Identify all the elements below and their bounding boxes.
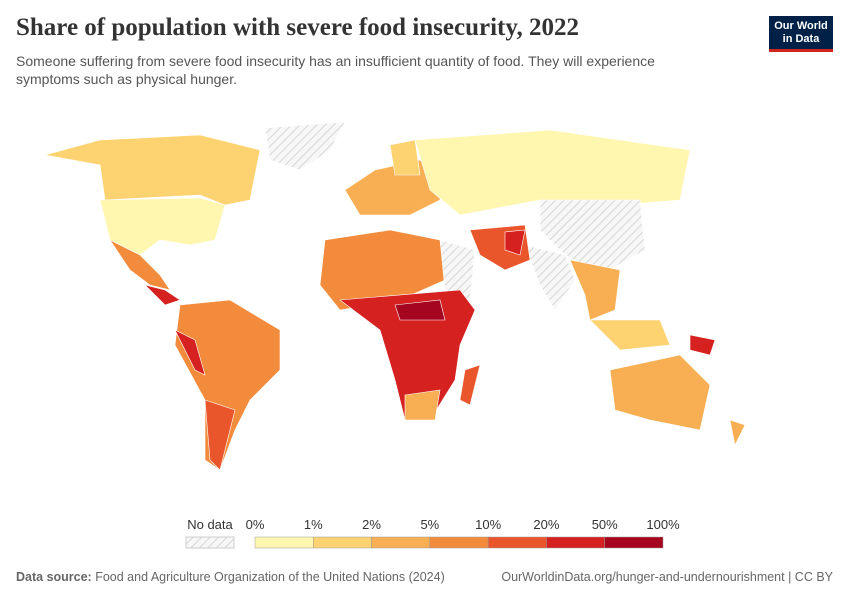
logo[interactable]: Our World in Data xyxy=(769,16,833,52)
legend-swatch xyxy=(313,536,372,549)
countries xyxy=(44,121,746,471)
logo-line: in Data xyxy=(782,33,820,45)
legend-swatch xyxy=(254,536,314,549)
legend-label: 10% xyxy=(475,517,501,532)
source-label: Data source: xyxy=(16,570,92,584)
legend-swatch xyxy=(604,536,664,549)
legend-no-data-swatch xyxy=(185,536,235,549)
source-text: Food and Agriculture Organization of the… xyxy=(95,570,445,584)
legend-label: 50% xyxy=(592,517,618,532)
legend-label: 20% xyxy=(533,517,559,532)
legend-swatch xyxy=(546,536,605,549)
subtitle: Someone suffering from severe food insec… xyxy=(16,53,655,87)
title: Share of population with severe food ins… xyxy=(16,14,579,41)
legend-label: 1% xyxy=(304,517,323,532)
source: Data source: Food and Agriculture Organi… xyxy=(16,570,445,584)
legend-swatch xyxy=(429,536,489,549)
legend-no-data-label: No data xyxy=(187,517,233,532)
link[interactable]: OurWorldinData.org/hunger-and-undernouri… xyxy=(501,570,833,584)
legend-swatch xyxy=(487,536,547,549)
legend-label: 5% xyxy=(420,517,439,532)
legend-label: 0% xyxy=(246,517,265,532)
legend-swatch xyxy=(371,536,431,549)
legend-label: 100% xyxy=(646,517,680,532)
logo-line: Our World xyxy=(774,20,828,32)
legend-label: 2% xyxy=(362,517,381,532)
legend: No data 0% 1% 2% 5% 10% 20% 50% 100% xyxy=(185,517,680,549)
